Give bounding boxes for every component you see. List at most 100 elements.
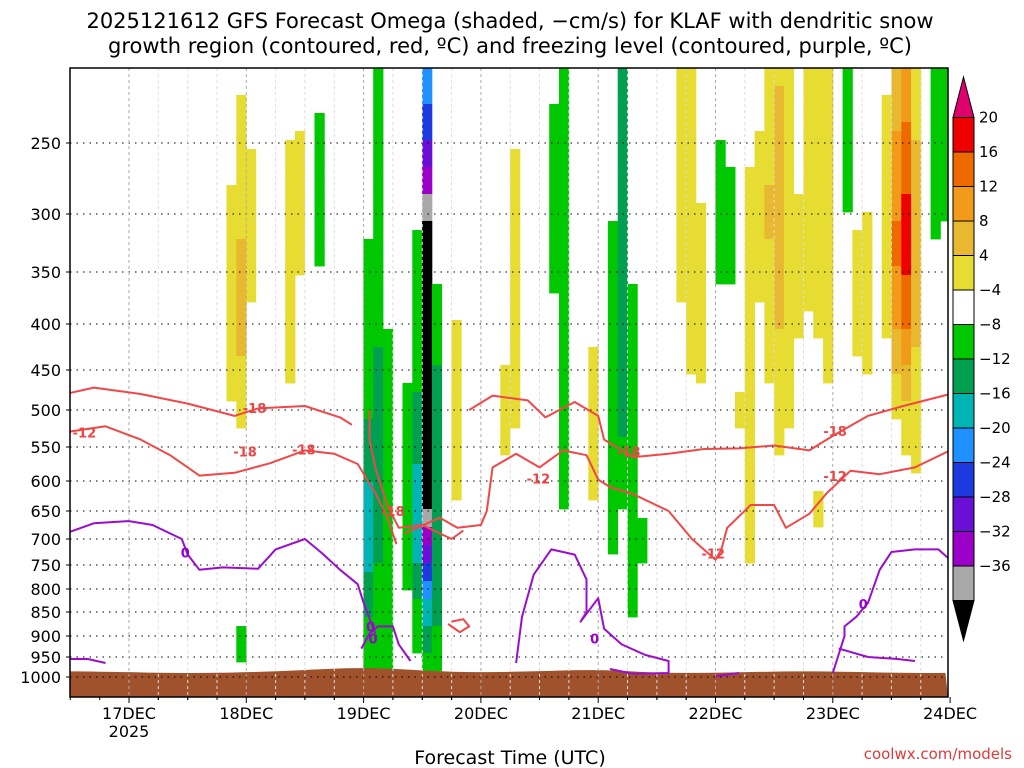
- omega-cell: [803, 167, 814, 177]
- omega-cell: [803, 221, 814, 231]
- omega-cell: [862, 248, 873, 258]
- omega-cell: [431, 446, 443, 456]
- omega-cell: [510, 284, 521, 294]
- omega-cell: [236, 329, 247, 339]
- omega-cell: [823, 203, 834, 213]
- omega-cell: [285, 149, 296, 159]
- omega-cell: [725, 185, 736, 195]
- omega-cell: [412, 563, 423, 573]
- omega-cell: [725, 203, 736, 213]
- omega-cell: [862, 257, 873, 267]
- x-tick-label: 18DEC: [219, 704, 273, 723]
- omega-cell: [383, 410, 394, 420]
- omega-cell: [549, 248, 560, 258]
- omega-cell: [373, 617, 384, 627]
- omega-cell: [686, 329, 697, 339]
- omega-cell: [559, 302, 570, 312]
- omega-cell: [783, 95, 795, 105]
- omega-cell: [226, 194, 237, 204]
- omega-cell: [852, 266, 863, 276]
- omega-cell: [813, 509, 824, 519]
- site-credit: coolwx.com/models: [864, 745, 1012, 763]
- omega-cell: [226, 365, 237, 375]
- omega-cell: [862, 284, 873, 294]
- omega-cell: [823, 176, 834, 186]
- omega-cell: [881, 122, 892, 132]
- omega-cell: [314, 131, 325, 141]
- omega-cell: [285, 365, 296, 375]
- omega-cell: [842, 122, 853, 132]
- omega-cell: [236, 644, 247, 654]
- omega-cell: [686, 158, 697, 168]
- omega-cell: [422, 374, 433, 384]
- omega-cell: [686, 221, 697, 231]
- omega-cell: [842, 194, 853, 204]
- omega-cell: [930, 95, 941, 105]
- contour-label: -18: [243, 402, 267, 417]
- omega-cell: [911, 437, 922, 447]
- omega-cell: [695, 257, 707, 267]
- omega-cell: [891, 77, 902, 87]
- omega-cell: [431, 518, 443, 528]
- omega-cell: [383, 374, 394, 384]
- omega-cell: [744, 410, 755, 420]
- omega-cell: [373, 545, 384, 555]
- omega-cell: [813, 140, 824, 150]
- omega-cell: [793, 194, 804, 204]
- omega-cell: [637, 545, 648, 555]
- omega-cell: [549, 284, 560, 294]
- omega-cell: [813, 293, 824, 303]
- omega-cell: [236, 176, 247, 186]
- omega-cell: [431, 491, 443, 501]
- omega-cell: [940, 167, 948, 177]
- omega-cell: [431, 626, 443, 636]
- omega-cell: [236, 203, 247, 213]
- omega-cell: [676, 293, 687, 303]
- y-tick-label: 750: [30, 556, 61, 575]
- chart-title-line-1: 2025121612 GFS Forecast Omega (shaded, −…: [86, 9, 933, 33]
- colorbar-label: −16: [979, 385, 1011, 403]
- omega-cell: [285, 356, 296, 366]
- omega-cell: [901, 176, 912, 186]
- omega-cell: [881, 194, 892, 204]
- omega-cell: [813, 167, 824, 177]
- omega-cell: [783, 185, 795, 195]
- omega-cell: [940, 95, 948, 105]
- omega-cell: [803, 275, 814, 285]
- omega-cell: [627, 590, 638, 600]
- omega-cell: [559, 212, 570, 222]
- omega-cell: [764, 212, 775, 222]
- y-tick-label: 450: [30, 361, 61, 380]
- omega-cell: [431, 662, 443, 672]
- omega-cell: [744, 428, 755, 438]
- omega-cell: [373, 311, 384, 321]
- omega-cell: [686, 311, 697, 321]
- omega-cell: [695, 311, 707, 321]
- omega-cell: [783, 383, 795, 393]
- omega-cell: [422, 482, 433, 492]
- omega-cell: [813, 131, 824, 141]
- omega-cell: [246, 230, 257, 240]
- omega-cell: [911, 356, 922, 366]
- omega-cell: [617, 338, 628, 348]
- omega-cell: [695, 203, 707, 213]
- omega-cell: [314, 158, 325, 168]
- omega-cell: [783, 266, 795, 276]
- omega-cell: [686, 248, 697, 258]
- omega-cell: [314, 230, 325, 240]
- omega-cell: [744, 248, 755, 258]
- omega-cell: [774, 239, 785, 249]
- omega-cell: [803, 140, 814, 150]
- omega-cell: [891, 104, 902, 114]
- omega-cell: [813, 221, 824, 231]
- omega-cell: [930, 149, 941, 159]
- omega-cell: [911, 149, 922, 159]
- omega-cell: [764, 140, 775, 150]
- omega-cell: [383, 365, 394, 375]
- omega-cell: [695, 239, 707, 249]
- plot-frame: [69, 67, 949, 698]
- omega-cell: [500, 365, 511, 375]
- omega-cell: [852, 329, 863, 339]
- omega-cell: [862, 347, 873, 357]
- omega-cell: [402, 446, 413, 456]
